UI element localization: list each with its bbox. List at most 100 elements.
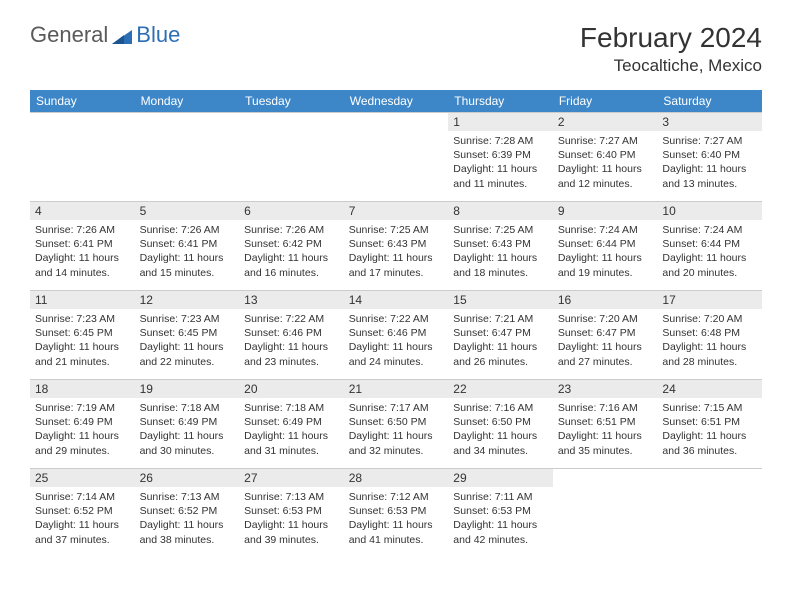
day-cell: 26Sunrise: 7:13 AMSunset: 6:52 PMDayligh… — [135, 469, 240, 557]
day-number: 7 — [344, 202, 449, 220]
day-cell: 27Sunrise: 7:13 AMSunset: 6:53 PMDayligh… — [239, 469, 344, 557]
day-detail: Sunrise: 7:22 AMSunset: 6:46 PMDaylight:… — [239, 309, 344, 373]
day-detail: Sunrise: 7:23 AMSunset: 6:45 PMDaylight:… — [135, 309, 240, 373]
day-cell: 29Sunrise: 7:11 AMSunset: 6:53 PMDayligh… — [448, 469, 553, 557]
day-cell — [657, 469, 762, 557]
day-header-wednesday: Wednesday — [344, 90, 449, 112]
day-number: 20 — [239, 380, 344, 398]
day-cell: 7Sunrise: 7:25 AMSunset: 6:43 PMDaylight… — [344, 202, 449, 290]
day-cell — [30, 113, 135, 201]
day-number: 14 — [344, 291, 449, 309]
day-cell: 2Sunrise: 7:27 AMSunset: 6:40 PMDaylight… — [553, 113, 658, 201]
day-detail: Sunrise: 7:26 AMSunset: 6:42 PMDaylight:… — [239, 220, 344, 284]
day-detail: Sunrise: 7:24 AMSunset: 6:44 PMDaylight:… — [553, 220, 658, 284]
day-detail: Sunrise: 7:20 AMSunset: 6:47 PMDaylight:… — [553, 309, 658, 373]
day-cell: 18Sunrise: 7:19 AMSunset: 6:49 PMDayligh… — [30, 380, 135, 468]
day-detail: Sunrise: 7:27 AMSunset: 6:40 PMDaylight:… — [657, 131, 762, 195]
day-number: 8 — [448, 202, 553, 220]
day-cell: 20Sunrise: 7:18 AMSunset: 6:49 PMDayligh… — [239, 380, 344, 468]
day-number: 19 — [135, 380, 240, 398]
day-cell: 21Sunrise: 7:17 AMSunset: 6:50 PMDayligh… — [344, 380, 449, 468]
day-number: 9 — [553, 202, 658, 220]
page-container: General Blue February 2024 Teocaltiche, … — [0, 0, 792, 577]
day-detail: Sunrise: 7:16 AMSunset: 6:50 PMDaylight:… — [448, 398, 553, 462]
day-detail: Sunrise: 7:17 AMSunset: 6:50 PMDaylight:… — [344, 398, 449, 462]
day-number: 10 — [657, 202, 762, 220]
day-cell: 15Sunrise: 7:21 AMSunset: 6:47 PMDayligh… — [448, 291, 553, 379]
day-detail: Sunrise: 7:24 AMSunset: 6:44 PMDaylight:… — [657, 220, 762, 284]
logo-text-blue: Blue — [136, 22, 180, 48]
day-number: 25 — [30, 469, 135, 487]
day-cell: 10Sunrise: 7:24 AMSunset: 6:44 PMDayligh… — [657, 202, 762, 290]
day-detail: Sunrise: 7:18 AMSunset: 6:49 PMDaylight:… — [239, 398, 344, 462]
day-header-thursday: Thursday — [448, 90, 553, 112]
logo-text-general: General — [30, 22, 108, 48]
day-detail: Sunrise: 7:26 AMSunset: 6:41 PMDaylight:… — [135, 220, 240, 284]
day-number: 11 — [30, 291, 135, 309]
day-cell: 9Sunrise: 7:24 AMSunset: 6:44 PMDaylight… — [553, 202, 658, 290]
day-detail: Sunrise: 7:15 AMSunset: 6:51 PMDaylight:… — [657, 398, 762, 462]
day-number: 4 — [30, 202, 135, 220]
day-cell: 17Sunrise: 7:20 AMSunset: 6:48 PMDayligh… — [657, 291, 762, 379]
day-detail: Sunrise: 7:19 AMSunset: 6:49 PMDaylight:… — [30, 398, 135, 462]
day-cell: 1Sunrise: 7:28 AMSunset: 6:39 PMDaylight… — [448, 113, 553, 201]
day-cell: 4Sunrise: 7:26 AMSunset: 6:41 PMDaylight… — [30, 202, 135, 290]
week-row: 4Sunrise: 7:26 AMSunset: 6:41 PMDaylight… — [30, 201, 762, 290]
day-cell: 28Sunrise: 7:12 AMSunset: 6:53 PMDayligh… — [344, 469, 449, 557]
day-number: 15 — [448, 291, 553, 309]
week-row: 18Sunrise: 7:19 AMSunset: 6:49 PMDayligh… — [30, 379, 762, 468]
day-cell — [344, 113, 449, 201]
day-number: 12 — [135, 291, 240, 309]
day-number: 29 — [448, 469, 553, 487]
day-header-friday: Friday — [553, 90, 658, 112]
day-cell: 22Sunrise: 7:16 AMSunset: 6:50 PMDayligh… — [448, 380, 553, 468]
day-number: 21 — [344, 380, 449, 398]
day-cell: 12Sunrise: 7:23 AMSunset: 6:45 PMDayligh… — [135, 291, 240, 379]
day-number: 16 — [553, 291, 658, 309]
day-detail: Sunrise: 7:28 AMSunset: 6:39 PMDaylight:… — [448, 131, 553, 195]
day-cell: 25Sunrise: 7:14 AMSunset: 6:52 PMDayligh… — [30, 469, 135, 557]
day-cell: 11Sunrise: 7:23 AMSunset: 6:45 PMDayligh… — [30, 291, 135, 379]
day-number: 18 — [30, 380, 135, 398]
day-cell: 14Sunrise: 7:22 AMSunset: 6:46 PMDayligh… — [344, 291, 449, 379]
day-detail: Sunrise: 7:16 AMSunset: 6:51 PMDaylight:… — [553, 398, 658, 462]
day-header-saturday: Saturday — [657, 90, 762, 112]
month-title: February 2024 — [580, 22, 762, 54]
day-cell: 8Sunrise: 7:25 AMSunset: 6:43 PMDaylight… — [448, 202, 553, 290]
day-detail: Sunrise: 7:22 AMSunset: 6:46 PMDaylight:… — [344, 309, 449, 373]
day-cell — [239, 113, 344, 201]
day-detail: Sunrise: 7:12 AMSunset: 6:53 PMDaylight:… — [344, 487, 449, 551]
day-detail: Sunrise: 7:25 AMSunset: 6:43 PMDaylight:… — [448, 220, 553, 284]
day-cell: 24Sunrise: 7:15 AMSunset: 6:51 PMDayligh… — [657, 380, 762, 468]
day-cell: 5Sunrise: 7:26 AMSunset: 6:41 PMDaylight… — [135, 202, 240, 290]
week-row: 1Sunrise: 7:28 AMSunset: 6:39 PMDaylight… — [30, 112, 762, 201]
day-number: 28 — [344, 469, 449, 487]
header: General Blue February 2024 Teocaltiche, … — [30, 22, 762, 76]
day-number: 24 — [657, 380, 762, 398]
day-number: 26 — [135, 469, 240, 487]
calendar: SundayMondayTuesdayWednesdayThursdayFrid… — [30, 90, 762, 557]
week-row: 11Sunrise: 7:23 AMSunset: 6:45 PMDayligh… — [30, 290, 762, 379]
day-cell: 13Sunrise: 7:22 AMSunset: 6:46 PMDayligh… — [239, 291, 344, 379]
location: Teocaltiche, Mexico — [580, 56, 762, 76]
day-detail: Sunrise: 7:11 AMSunset: 6:53 PMDaylight:… — [448, 487, 553, 551]
day-detail: Sunrise: 7:25 AMSunset: 6:43 PMDaylight:… — [344, 220, 449, 284]
day-cell: 6Sunrise: 7:26 AMSunset: 6:42 PMDaylight… — [239, 202, 344, 290]
day-number: 22 — [448, 380, 553, 398]
logo-triangle-icon — [110, 28, 134, 46]
title-block: February 2024 Teocaltiche, Mexico — [580, 22, 762, 76]
day-cell: 3Sunrise: 7:27 AMSunset: 6:40 PMDaylight… — [657, 113, 762, 201]
day-detail: Sunrise: 7:18 AMSunset: 6:49 PMDaylight:… — [135, 398, 240, 462]
day-number: 5 — [135, 202, 240, 220]
logo: General Blue — [30, 22, 180, 48]
day-number: 27 — [239, 469, 344, 487]
day-header-monday: Monday — [135, 90, 240, 112]
day-header-row: SundayMondayTuesdayWednesdayThursdayFrid… — [30, 90, 762, 112]
day-cell: 23Sunrise: 7:16 AMSunset: 6:51 PMDayligh… — [553, 380, 658, 468]
day-detail: Sunrise: 7:26 AMSunset: 6:41 PMDaylight:… — [30, 220, 135, 284]
day-detail: Sunrise: 7:27 AMSunset: 6:40 PMDaylight:… — [553, 131, 658, 195]
day-number: 6 — [239, 202, 344, 220]
day-detail: Sunrise: 7:13 AMSunset: 6:52 PMDaylight:… — [135, 487, 240, 551]
day-cell — [553, 469, 658, 557]
day-detail: Sunrise: 7:14 AMSunset: 6:52 PMDaylight:… — [30, 487, 135, 551]
